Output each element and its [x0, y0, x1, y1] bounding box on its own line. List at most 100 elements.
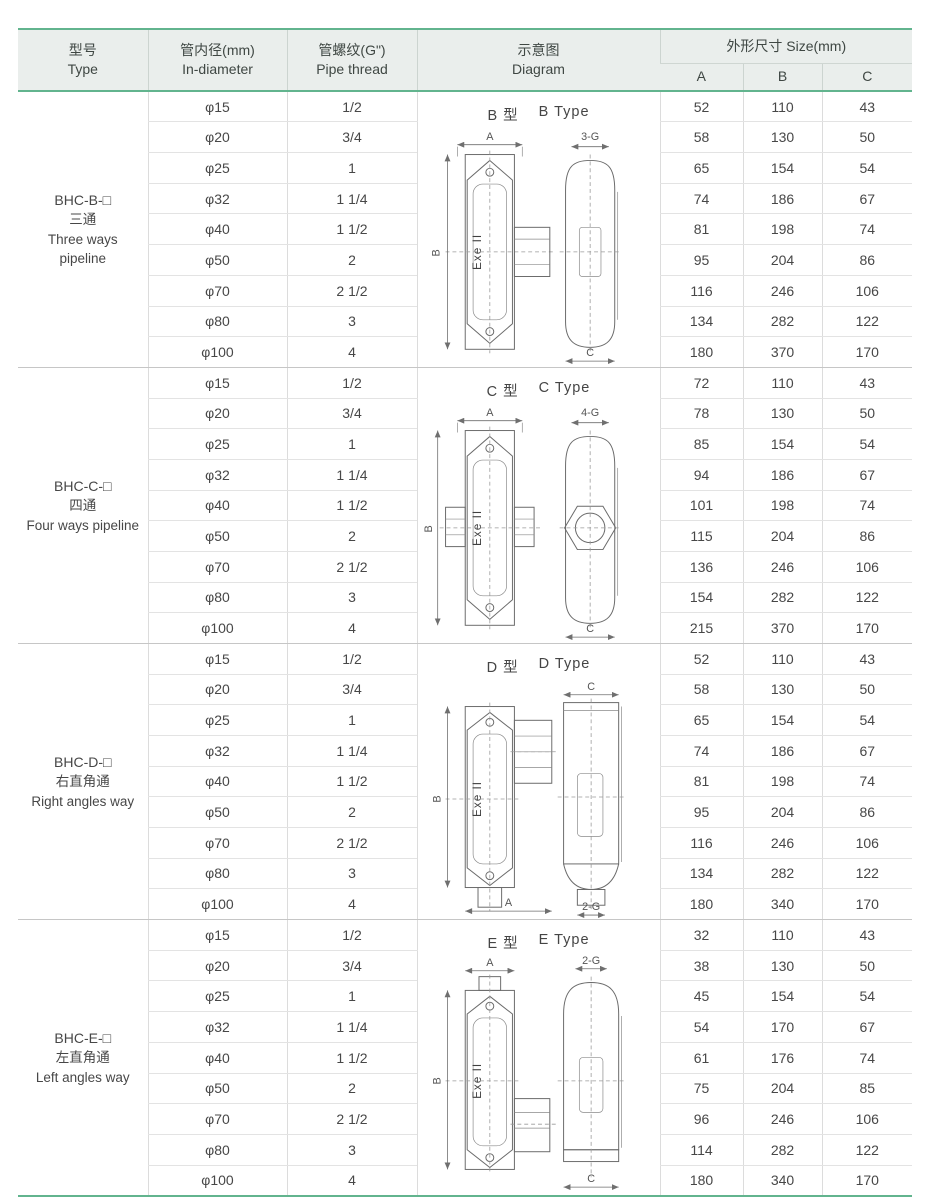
size-b-cell: 110	[742, 91, 822, 123]
size-a-cell: 85	[659, 428, 743, 460]
table-row: φ50 2 95 204 86	[18, 244, 912, 276]
size-b-cell: 340	[742, 888, 822, 920]
size-b-cell: 246	[742, 827, 822, 859]
diagram-c-type: A Exe II B 4-G C	[424, 407, 621, 641]
model-cell: BHC-C-□ 四通 Four ways pipeline	[18, 367, 148, 644]
thread-cell: 1	[286, 704, 417, 736]
thread-cell: 4	[286, 1165, 417, 1197]
diagram-d-type: Exe II B A C 2-G	[431, 681, 625, 919]
model-name-zh: 左直角通	[55, 1050, 110, 1066]
table-row: BHC-E-□ 左直角通 Left angles way φ15 1/2 E 型 E T…	[18, 919, 912, 1197]
size-a-cell: 180	[659, 1165, 743, 1197]
size-a-cell: 81	[659, 213, 743, 246]
size-b-cell: 370	[742, 612, 822, 644]
svg-text:4-G: 4-G	[581, 407, 599, 419]
size-b-cell: 154	[742, 152, 822, 184]
table-header: 型号 Type 管内径(mm) In-diameter 管螺纹(G") Pipe…	[18, 29, 912, 91]
thread-cell: 3	[286, 858, 417, 890]
diameter-cell: φ100	[147, 336, 287, 368]
size-a-cell: 74	[659, 735, 743, 767]
size-b-cell: 370	[742, 336, 822, 368]
table-row: φ100 4 215 370 170	[18, 612, 912, 644]
size-a-cell: 45	[659, 980, 743, 1013]
diameter-cell: φ100	[147, 888, 287, 920]
size-a-cell: 58	[659, 121, 743, 153]
size-b-cell: 204	[742, 244, 822, 276]
table-body: BHC-B-□ 三通 Three ways pipeline φ15 1/2 B 型 B…	[18, 91, 912, 1197]
thread-cell: 3/4	[286, 950, 417, 982]
size-c-cell: 67	[821, 735, 912, 767]
size-c-cell: 54	[821, 980, 912, 1013]
size-c-cell: 122	[821, 306, 912, 338]
size-c-cell: 54	[821, 704, 912, 736]
model-name-en: Four ways pipeline	[26, 517, 140, 533]
table-row: φ20 3/4 78 130 50	[18, 398, 912, 430]
model-name-zh: 三通	[69, 212, 97, 228]
thread-cell: 2 1/2	[286, 1103, 417, 1136]
diameter-cell: φ15	[147, 919, 287, 951]
size-a-cell: 61	[659, 1042, 743, 1074]
size-c-cell: 67	[821, 183, 912, 215]
diameter-cell: φ25	[147, 980, 287, 1013]
svg-text:B: B	[431, 1077, 443, 1084]
diagram-title: B 型 B Type	[487, 104, 590, 124]
size-c-cell: 74	[821, 1042, 912, 1074]
diameter-cell: φ15	[147, 91, 287, 123]
table-row: φ80 3 134 282 122	[18, 306, 912, 338]
diameter-cell: φ15	[147, 367, 287, 399]
table-row: φ25 1 85 154 54	[18, 428, 912, 460]
diameter-cell: φ50	[147, 796, 287, 828]
diameter-cell: φ20	[147, 950, 287, 982]
thread-cell: 2 1/2	[286, 827, 417, 859]
size-b-cell: 282	[742, 582, 822, 614]
table-row: φ20 3/4 38 130 50	[18, 950, 912, 982]
svg-text:A: A	[486, 957, 494, 969]
thread-cell: 1/2	[286, 919, 417, 951]
table-row: φ70 2 1/2 116 246 106	[18, 275, 912, 307]
svg-text:3-G: 3-G	[581, 131, 599, 143]
header-col-c: C	[821, 63, 912, 91]
diameter-cell: φ25	[147, 152, 287, 184]
diagram-title: D 型 D Type	[486, 656, 591, 676]
thread-cell: 1 1/2	[286, 1042, 417, 1074]
size-b-cell: 204	[742, 796, 822, 828]
diameter-cell: φ40	[147, 766, 287, 798]
diameter-cell: φ70	[147, 275, 287, 307]
diameter-cell: φ100	[147, 1165, 287, 1197]
diameter-cell: φ25	[147, 428, 287, 460]
svg-text:B: B	[424, 525, 435, 532]
thread-cell: 1 1/2	[286, 213, 417, 246]
diameter-cell: φ70	[147, 1103, 287, 1136]
diameter-cell: φ15	[147, 643, 287, 675]
model-cell: BHC-B-□ 三通 Three ways pipeline	[18, 91, 148, 368]
thread-cell: 3/4	[286, 121, 417, 153]
model-cell: BHC-D-□ 右直角通 Right angles way	[18, 643, 148, 920]
thread-cell: 1/2	[286, 643, 417, 675]
diagram-cell: C 型 C Type A Exe II B 4-G C	[416, 367, 660, 644]
size-a-cell: 65	[659, 152, 743, 184]
size-a-cell: 74	[659, 183, 743, 215]
size-b-cell: 282	[742, 306, 822, 338]
size-c-cell: 54	[821, 152, 912, 184]
size-b-cell: 246	[742, 551, 822, 583]
header-thread: 管螺纹(G") Pipe thread	[286, 29, 417, 91]
size-b-cell: 110	[742, 643, 822, 675]
size-a-cell: 38	[659, 950, 743, 982]
diameter-cell: φ80	[147, 858, 287, 890]
table-row: φ80 3 114 282 122	[18, 1134, 912, 1166]
size-c-cell: 170	[821, 336, 912, 368]
size-c-cell: 170	[821, 888, 912, 920]
table-row: φ20 3/4 58 130 50	[18, 121, 912, 153]
size-b-cell: 186	[742, 735, 822, 767]
diagram-cell: E 型 E Type A Exe II B 2-G C	[416, 919, 660, 1197]
thread-cell: 2 1/2	[286, 275, 417, 307]
header-type: 型号 Type	[18, 29, 148, 91]
table-row: φ32 1 1/4 54 170 67	[18, 1011, 912, 1043]
size-b-cell: 154	[742, 428, 822, 460]
thread-cell: 1 1/4	[286, 735, 417, 767]
size-a-cell: 78	[659, 398, 743, 430]
size-a-cell: 81	[659, 766, 743, 798]
size-b-cell: 170	[742, 1011, 822, 1043]
table-row: BHC-C-□ 四通 Four ways pipeline φ15 1/2 C 型 C …	[18, 367, 912, 644]
